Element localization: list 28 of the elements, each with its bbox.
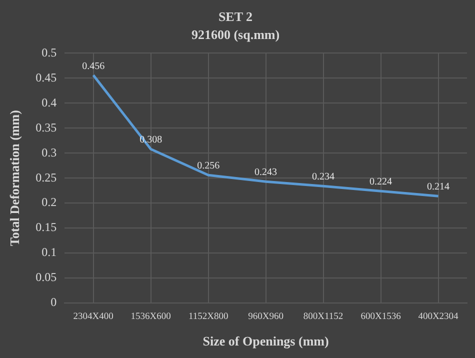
y-tick-label: 0.25 xyxy=(36,170,57,184)
y-tick-label: 0.15 xyxy=(36,220,57,234)
y-tick-label: 0.5 xyxy=(42,45,57,60)
y-axis-title: Total Deformation (mm) xyxy=(7,110,22,246)
y-tick-label: 0.3 xyxy=(42,145,57,160)
data-label: 0.224 xyxy=(370,176,392,188)
y-tick-label: 0 xyxy=(50,295,57,310)
x-tick-label: 2304X400 xyxy=(73,312,114,322)
chart-subtitle: 921600 (sq.mm) xyxy=(191,26,280,42)
data-label: 0.256 xyxy=(197,160,220,172)
y-tick-label: 0.45 xyxy=(36,70,57,84)
data-label: 0.234 xyxy=(312,172,335,183)
data-label: 0.243 xyxy=(254,167,278,178)
x-tick-label: 400X2304 xyxy=(418,312,459,322)
x-tick-label: 1152X800 xyxy=(188,312,228,322)
chart-title: SET 2 xyxy=(218,9,253,24)
x-tick-label: 1536X600 xyxy=(130,312,172,322)
y-tick-label: 0.1 xyxy=(42,245,57,260)
y-tick-label: 0.2 xyxy=(42,195,57,210)
data-label: 0.214 xyxy=(427,182,450,193)
x-tick-label: 800X1152 xyxy=(303,312,344,322)
x-axis-title: Size of Openings (mm) xyxy=(202,334,329,349)
data-label: 0.456 xyxy=(82,60,105,72)
x-tick-label: 960X960 xyxy=(248,312,284,322)
y-tick-label: 0.4 xyxy=(42,95,57,110)
y-tick-label: 0.05 xyxy=(36,270,57,284)
y-tick-label: 0.35 xyxy=(36,120,57,134)
x-tick-label: 600X1536 xyxy=(360,312,402,322)
